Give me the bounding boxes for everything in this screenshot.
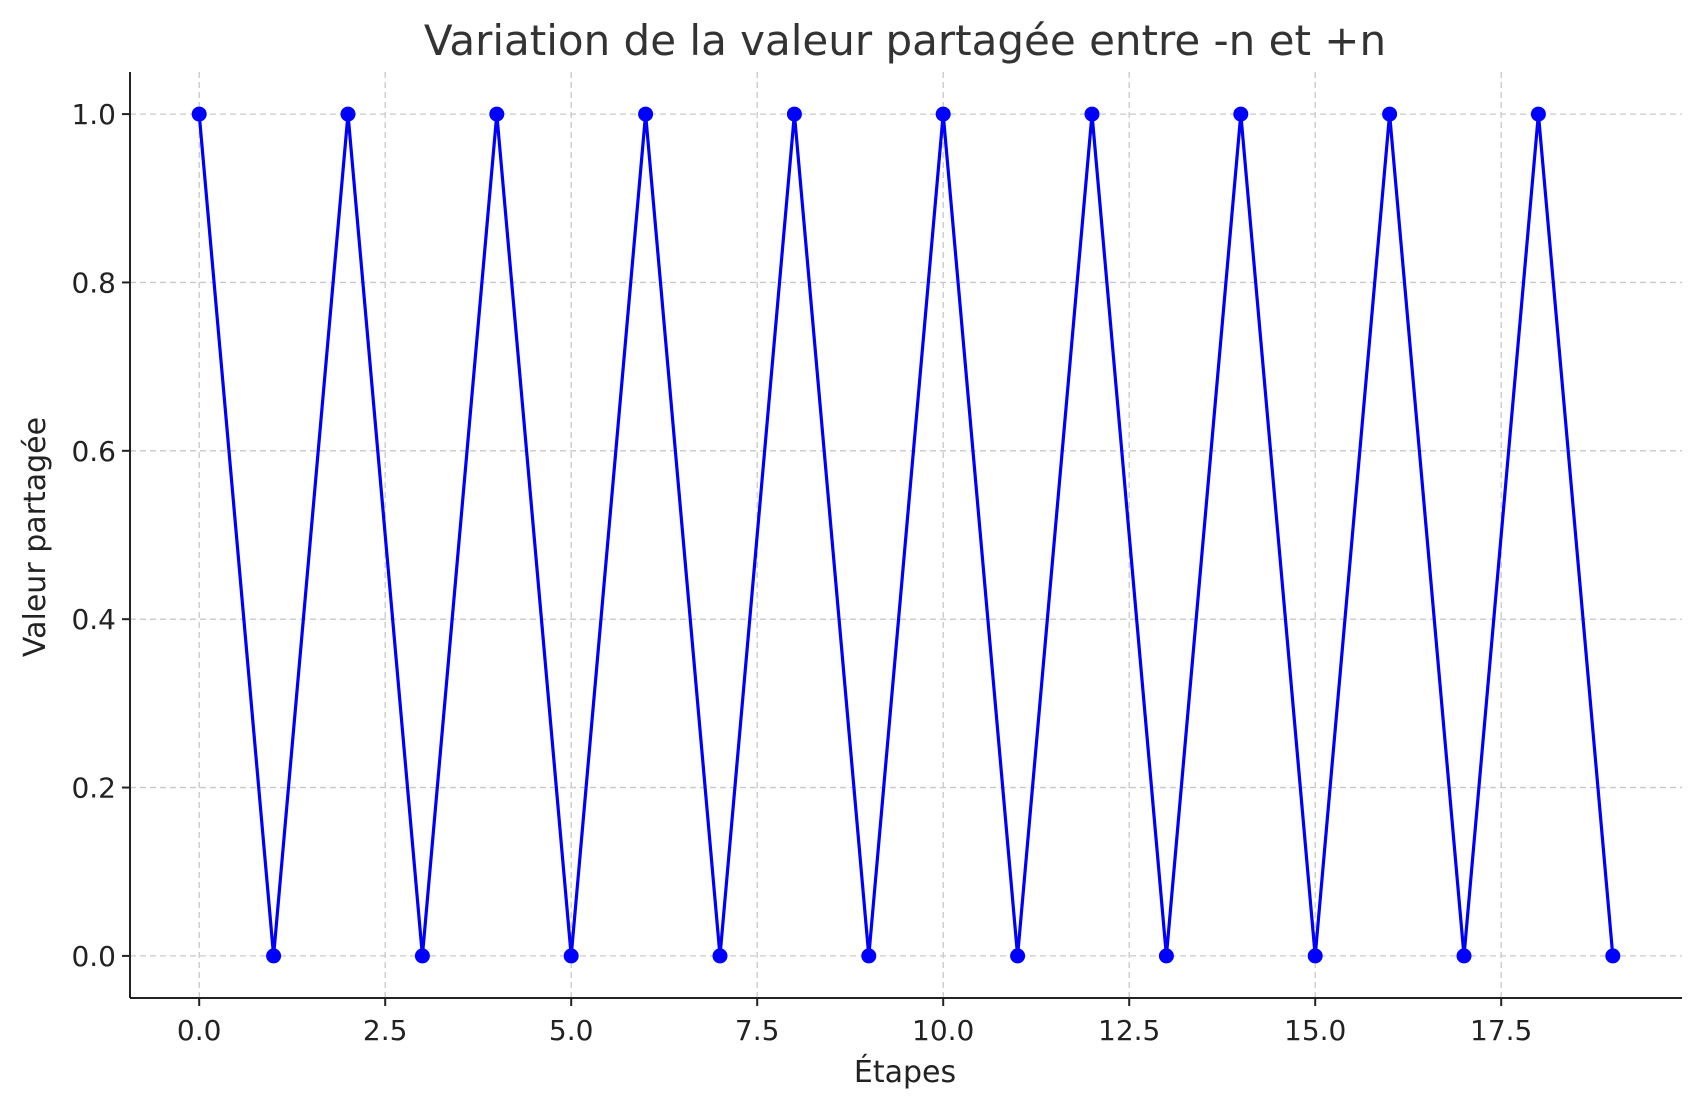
chart-title: Variation de la valeur partagée entre -n… (424, 16, 1386, 65)
x-tick-label: 7.5 (735, 1014, 780, 1047)
y-tick-label: 0.4 (71, 603, 116, 636)
data-point (1456, 948, 1472, 964)
data-point (1307, 948, 1323, 964)
data-point (1382, 106, 1398, 122)
data-point (1605, 948, 1621, 964)
data-point (861, 948, 877, 964)
data-point (638, 106, 654, 122)
data-point (1158, 948, 1174, 964)
axes (129, 72, 1682, 999)
data-point (340, 106, 356, 122)
series-line (197, 113, 1615, 957)
data-point (1010, 948, 1026, 964)
data-point (191, 106, 207, 122)
x-tick-label: 2.5 (363, 1014, 408, 1047)
y-tick-label: 0.2 (71, 772, 116, 805)
data-point (489, 106, 505, 122)
y-tick-label: 0.0 (71, 940, 116, 973)
data-point (786, 106, 802, 122)
data-point (1084, 106, 1100, 122)
x-axis-ticks: 0.0 2.5 5.0 7.5 10.0 12.5 15.0 17.5 (177, 998, 1532, 1047)
x-tick-label: 0.0 (177, 1014, 222, 1047)
data-point (1530, 106, 1546, 122)
data-point (1233, 106, 1249, 122)
data-point (563, 948, 579, 964)
x-tick-label: 5.0 (549, 1014, 594, 1047)
x-tick-label: 10.0 (912, 1014, 974, 1047)
data-point (266, 948, 282, 964)
x-tick-label: 15.0 (1284, 1014, 1346, 1047)
x-tick-label: 17.5 (1470, 1014, 1532, 1047)
data-point (414, 948, 430, 964)
series-layer (191, 106, 1621, 964)
y-axis-ticks: 0.0 0.2 0.4 0.6 0.8 1.0 (71, 98, 130, 973)
x-tick-label: 12.5 (1098, 1014, 1160, 1047)
y-axis-label: Valeur partagée (18, 417, 53, 657)
data-point (935, 106, 951, 122)
x-axis-label: Étapes (854, 1054, 956, 1090)
data-point (712, 948, 728, 964)
y-tick-label: 1.0 (71, 98, 116, 131)
y-tick-label: 0.6 (71, 435, 116, 468)
y-tick-label: 0.8 (71, 266, 116, 299)
